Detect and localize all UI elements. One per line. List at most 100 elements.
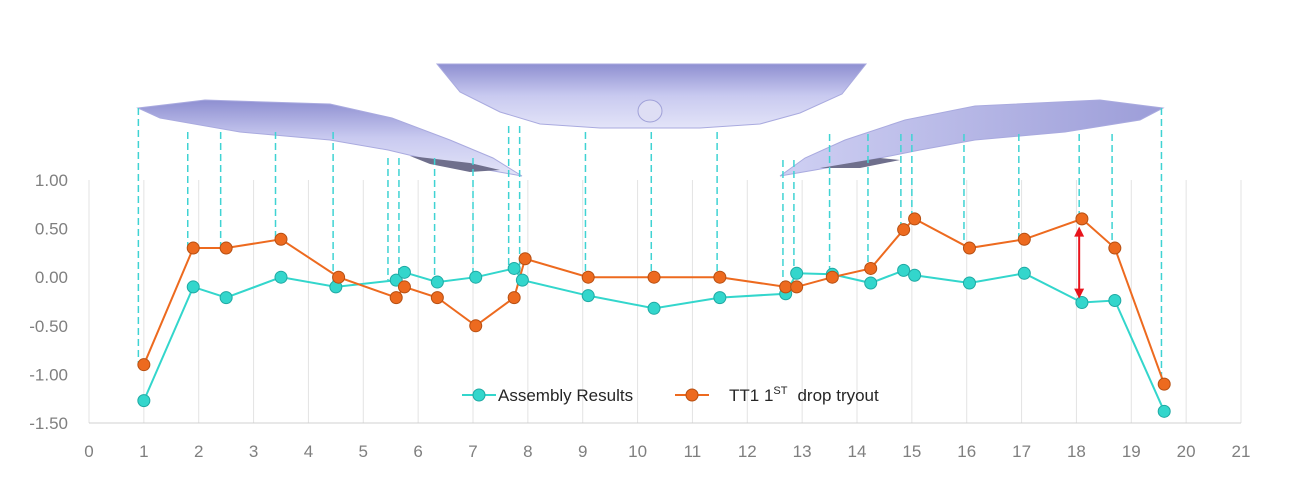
x-tick-label: 14 (848, 442, 867, 461)
point-1-22 (1075, 212, 1089, 226)
series-line-1 (142, 217, 1166, 385)
legend-label-tryout: TT1 1ST drop tryout (729, 385, 879, 405)
point-0-15 (790, 266, 804, 280)
point-1-1 (186, 241, 200, 255)
point-1-16 (825, 270, 839, 284)
y-tick-label: -0.50 (29, 317, 68, 336)
difference-arrow (1074, 226, 1085, 299)
point-1-8 (469, 319, 483, 333)
x-tick-label: 18 (1067, 442, 1086, 461)
y-tick-label: 0.00 (35, 268, 68, 287)
x-tick-label: 17 (1012, 442, 1031, 461)
right-part-shadow (820, 158, 900, 168)
point-0-24 (1157, 404, 1171, 418)
x-tick-label: 11 (684, 442, 702, 461)
point-1-12 (647, 270, 661, 284)
point-1-14 (779, 280, 793, 294)
point-0-2 (219, 291, 233, 305)
y-tick-label: 0.50 (35, 220, 68, 239)
y-tick-label: -1.00 (29, 365, 68, 384)
point-0-6 (397, 265, 411, 279)
x-tick-label: 13 (793, 442, 812, 461)
x-tick-label: 6 (413, 442, 422, 461)
x-tick-label: 1 (139, 442, 148, 461)
point-0-10 (515, 273, 529, 287)
y-tick-label: -1.50 (29, 414, 68, 433)
left-part-shadow (410, 156, 500, 172)
point-0-13 (713, 291, 727, 305)
x-tick-label: 3 (249, 442, 258, 461)
legend-label-tryout-sup: ST (773, 385, 787, 397)
point-1-0 (137, 358, 151, 372)
point-1-13 (713, 270, 727, 284)
part-silhouettes (136, 63, 1165, 177)
point-0-18 (897, 263, 911, 277)
legend-label-tryout-main: TT1 1 (729, 386, 773, 405)
point-0-11 (581, 289, 595, 303)
point-1-2 (219, 241, 233, 255)
point-0-1 (186, 280, 200, 294)
x-tick-label: 15 (902, 442, 921, 461)
point-0-8 (469, 270, 483, 284)
center-part-silhouette (435, 63, 868, 129)
x-tick-label: 9 (578, 442, 587, 461)
point-0-3 (274, 270, 288, 284)
point-0-17 (864, 276, 878, 290)
arrow-head-down (1074, 288, 1085, 299)
x-tick-label: 2 (194, 442, 203, 461)
series-line-0 (142, 267, 1166, 412)
point-0-12 (647, 301, 661, 315)
center-part-boss (637, 99, 663, 123)
point-1-5 (389, 291, 403, 305)
point-1-19 (908, 212, 922, 226)
x-tick-label: 16 (957, 442, 976, 461)
point-1-7 (430, 291, 444, 305)
legend: Assembly Results TT1 1ST drop tryout (462, 385, 879, 405)
point-0-0 (137, 394, 151, 408)
point-1-23 (1108, 241, 1122, 255)
point-1-6 (397, 280, 411, 294)
point-1-3 (274, 232, 288, 246)
y-tick-label: 1.00 (35, 171, 68, 190)
y-tick-labels: 1.00 0.50 0.00 -0.50 -1.00 -1.50 (29, 171, 68, 433)
x-tick-label: 8 (523, 442, 532, 461)
x-tick-label: 5 (359, 442, 368, 461)
x-tick-label: 19 (1122, 442, 1141, 461)
point-0-9 (507, 261, 521, 275)
legend-label-assembly: Assembly Results (498, 386, 633, 405)
left-part-silhouette (136, 99, 523, 177)
point-0-22 (1075, 295, 1089, 309)
point-1-15 (790, 280, 804, 294)
point-1-11 (581, 270, 595, 284)
point-1-17 (864, 261, 878, 275)
legend-label-tryout-tail: drop tryout (797, 386, 879, 405)
point-0-20 (962, 276, 976, 290)
point-0-7 (430, 275, 444, 289)
legend-marker-tryout (685, 388, 699, 402)
point-0-23 (1108, 294, 1122, 308)
x-tick-labels: 0 1 2 3 4 5 6 7 8 9 10 11 12 13 14 15 16 17 18 19 20 21 (84, 442, 1250, 461)
point-1-9 (507, 291, 521, 305)
x-tick-label: 20 (1177, 442, 1196, 461)
point-1-20 (962, 241, 976, 255)
x-tick-label: 12 (738, 442, 757, 461)
point-1-4 (332, 270, 346, 284)
point-1-24 (1157, 377, 1171, 391)
measurement-guides (137, 108, 1163, 385)
point-1-21 (1017, 232, 1031, 246)
right-part-silhouette (779, 99, 1165, 177)
x-tick-label: 0 (84, 442, 93, 461)
point-0-21 (1017, 266, 1031, 280)
point-1-18 (897, 223, 911, 237)
x-tick-label: 7 (468, 442, 477, 461)
legend-marker-assembly (472, 388, 486, 402)
x-tick-label: 4 (304, 442, 313, 461)
arrow-head-up (1074, 226, 1085, 237)
x-tick-label: 21 (1232, 442, 1251, 461)
point-0-19 (908, 268, 922, 282)
series-layer (137, 212, 1171, 418)
point-1-10 (518, 252, 532, 266)
x-tick-label: 10 (628, 442, 647, 461)
